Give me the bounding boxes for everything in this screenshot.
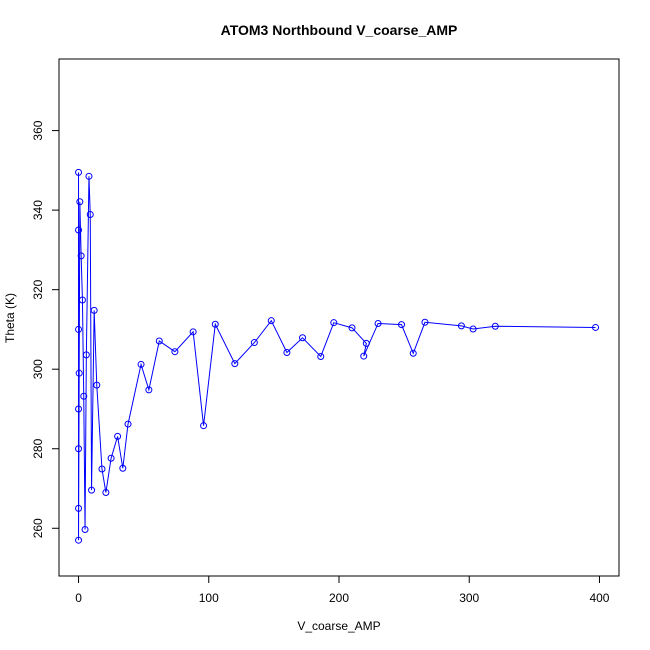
y-tick-label: 320 (31, 279, 45, 299)
y-axis-label: Theta (K) (3, 293, 17, 343)
data-point (88, 486, 96, 494)
data-point (82, 351, 90, 359)
data-point (398, 321, 406, 329)
x-tick-label: 0 (75, 591, 82, 605)
data-point (421, 318, 429, 326)
data-point (75, 369, 83, 377)
y-tick-label: 300 (31, 359, 45, 379)
data-point (362, 339, 370, 347)
y-axis: 260 280 300 320 340 360 (31, 120, 60, 538)
data-point (348, 324, 356, 332)
data-point (119, 464, 127, 472)
y-tick-label: 340 (31, 200, 45, 220)
data-point (98, 465, 106, 473)
data-point (469, 325, 477, 333)
x-tick-label: 300 (459, 591, 479, 605)
x-tick-label: 200 (329, 591, 349, 605)
data-point (76, 198, 84, 206)
data-point (75, 168, 83, 176)
data-point (211, 320, 219, 328)
series-line (78, 172, 596, 541)
data-points (75, 168, 600, 544)
data-point (145, 386, 153, 394)
data-point (189, 328, 197, 336)
x-axis-label: V_coarse_AMP (297, 619, 380, 633)
y-tick-label: 260 (31, 518, 45, 538)
data-point (137, 360, 145, 368)
data-point (86, 210, 94, 218)
data-point (75, 226, 83, 234)
data-point (77, 252, 85, 260)
plot-area-frame (58, 58, 620, 577)
data-point (457, 322, 465, 330)
data-point (124, 420, 132, 428)
data-point (283, 348, 291, 356)
data-point (114, 432, 122, 440)
data-point (75, 504, 83, 512)
data-point (299, 334, 307, 342)
data-point (250, 339, 258, 347)
data-point (317, 352, 325, 360)
x-tick-label: 100 (199, 591, 219, 605)
data-point (374, 319, 382, 327)
data-point (491, 322, 499, 330)
data-point (592, 323, 600, 331)
chart-title: ATOM3 Northbound V_coarse_AMP (221, 22, 458, 38)
data-point (231, 360, 239, 368)
data-point (409, 349, 417, 357)
data-point (75, 445, 83, 453)
data-point (102, 488, 110, 496)
data-point (75, 325, 83, 333)
data-point (171, 348, 179, 356)
data-point (200, 422, 208, 430)
data-point (107, 454, 115, 462)
data-point (75, 405, 83, 413)
data-point (360, 352, 368, 360)
y-tick-label: 360 (31, 120, 45, 140)
x-axis: 0 100 200 300 400 (75, 575, 610, 605)
data-point (75, 536, 83, 544)
data-point (267, 317, 275, 325)
data-point (80, 392, 88, 400)
data-point (85, 172, 93, 180)
data-point (78, 296, 86, 304)
data-point (93, 381, 101, 389)
data-point (90, 306, 98, 314)
data-point (155, 337, 163, 345)
x-tick-label: 400 (589, 591, 609, 605)
data-point (81, 525, 89, 533)
data-point (330, 319, 338, 327)
y-tick-label: 280 (31, 438, 45, 458)
